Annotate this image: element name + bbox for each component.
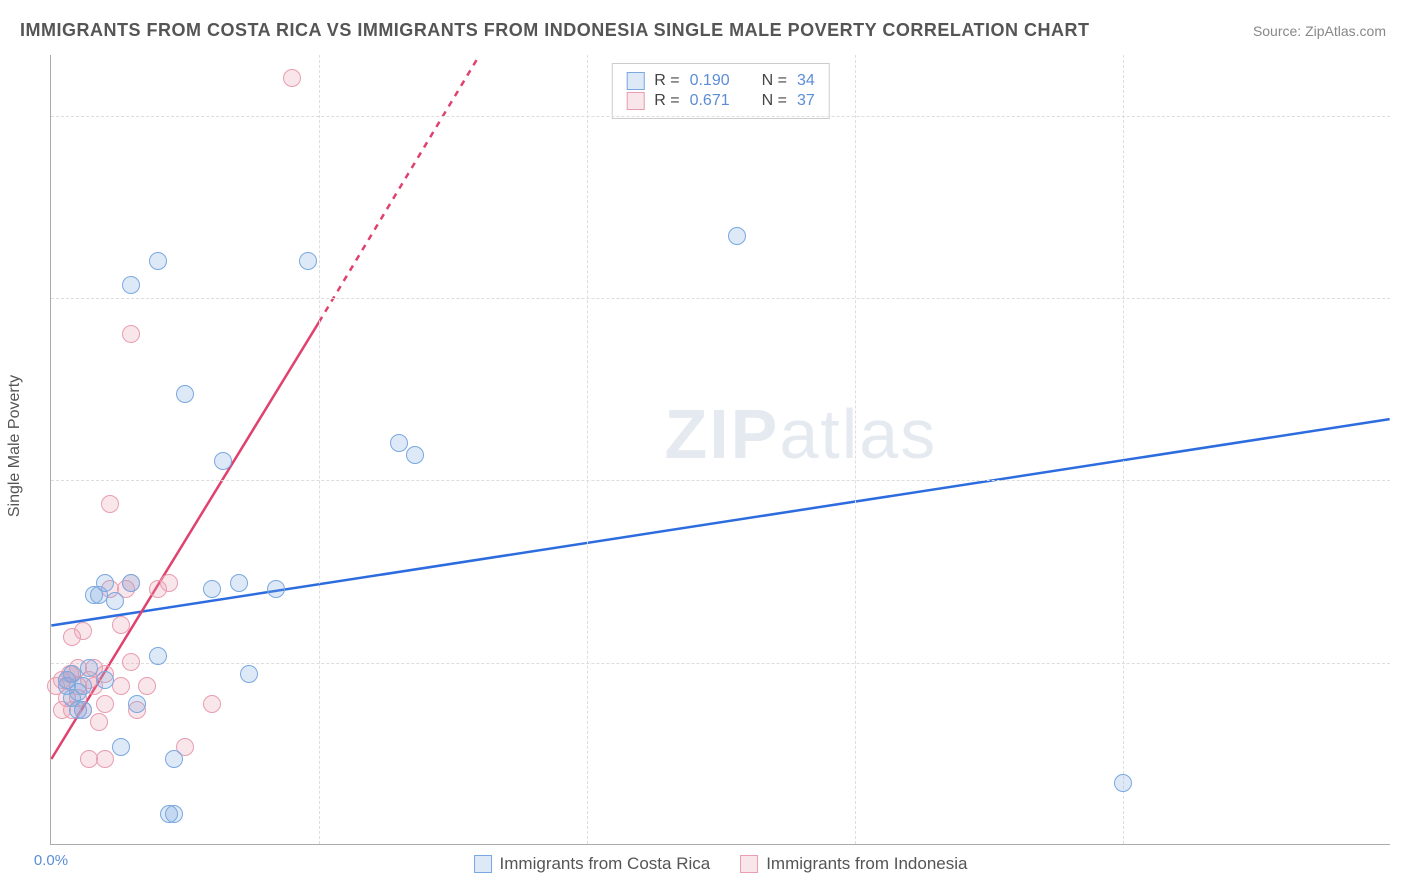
gridline-h: [51, 480, 1390, 481]
data-point: [90, 586, 108, 604]
data-point: [112, 677, 130, 695]
legend-label: Immigrants from Costa Rica: [500, 854, 711, 874]
data-point: [112, 738, 130, 756]
gridline-h: [51, 663, 1390, 664]
chart-plot-area: ZIPatlas R =0.190N =34R =0.671N =37 Immi…: [50, 55, 1390, 845]
r-value: 0.671: [690, 92, 730, 110]
data-point: [122, 653, 140, 671]
data-point: [165, 750, 183, 768]
data-point: [96, 750, 114, 768]
y-tick-label: 15.0%: [1395, 654, 1406, 671]
data-point: [138, 677, 156, 695]
data-point: [1114, 774, 1132, 792]
watermark: ZIPatlas: [664, 394, 937, 474]
data-point: [101, 495, 119, 513]
legend-swatch: [626, 92, 644, 110]
data-point: [165, 805, 183, 823]
data-point: [128, 695, 146, 713]
data-point: [149, 580, 167, 598]
legend-label: Immigrants from Indonesia: [766, 854, 967, 874]
data-point: [299, 252, 317, 270]
series-legend: Immigrants from Costa Rica Immigrants fro…: [474, 854, 968, 874]
legend-row: R = 0.190 N = 34: [626, 72, 815, 90]
data-point: [96, 671, 114, 689]
chart-title: IMMIGRANTS FROM COSTA RICA VS IMMIGRANTS…: [20, 20, 1090, 41]
data-point: [149, 252, 167, 270]
n-label: N =: [762, 72, 787, 90]
y-axis-label: Single Male Poverty: [6, 375, 24, 517]
gridline-h: [51, 298, 1390, 299]
data-point: [74, 701, 92, 719]
x-tick-label: 25.0%: [1395, 852, 1406, 869]
legend-row: R = 0.671 N = 37: [626, 92, 815, 110]
data-point: [122, 574, 140, 592]
data-point: [80, 750, 98, 768]
legend-swatch: [740, 855, 758, 873]
data-point: [122, 276, 140, 294]
data-point: [390, 434, 408, 452]
gridline-v: [1123, 55, 1124, 844]
data-point: [176, 385, 194, 403]
data-point: [230, 574, 248, 592]
gridline-h: [51, 116, 1390, 117]
data-point: [240, 665, 258, 683]
r-label: R =: [654, 72, 679, 90]
legend-item: Immigrants from Indonesia: [740, 854, 967, 874]
data-point: [112, 616, 130, 634]
source-label: Source: ZipAtlas.com: [1253, 23, 1386, 39]
data-point: [122, 325, 140, 343]
y-tick-label: 45.0%: [1395, 290, 1406, 307]
data-point: [96, 695, 114, 713]
gridline-v: [319, 55, 320, 844]
data-point: [728, 227, 746, 245]
n-value: 37: [797, 92, 815, 110]
data-point: [283, 69, 301, 87]
correlation-legend: R = 0.190 N = 34 R = 0.671 N = 37: [611, 63, 830, 119]
data-point: [74, 622, 92, 640]
data-point: [203, 580, 221, 598]
data-point: [267, 580, 285, 598]
data-point: [149, 647, 167, 665]
data-point: [80, 659, 98, 677]
trend-lines-layer: [51, 55, 1390, 844]
y-tick-label: 30.0%: [1395, 472, 1406, 489]
n-value: 34: [797, 72, 815, 90]
legend-swatch: [626, 72, 644, 90]
data-point: [106, 592, 124, 610]
x-tick-label: 0.0%: [34, 852, 68, 869]
legend-swatch: [474, 855, 492, 873]
data-point: [203, 695, 221, 713]
legend-item: Immigrants from Costa Rica: [474, 854, 711, 874]
gridline-v: [855, 55, 856, 844]
r-value: 0.190: [690, 72, 730, 90]
data-point: [90, 713, 108, 731]
n-label: N =: [762, 92, 787, 110]
gridline-v: [587, 55, 588, 844]
r-label: R =: [654, 92, 679, 110]
data-point: [406, 446, 424, 464]
data-point: [214, 452, 232, 470]
y-tick-label: 60.0%: [1395, 107, 1406, 124]
